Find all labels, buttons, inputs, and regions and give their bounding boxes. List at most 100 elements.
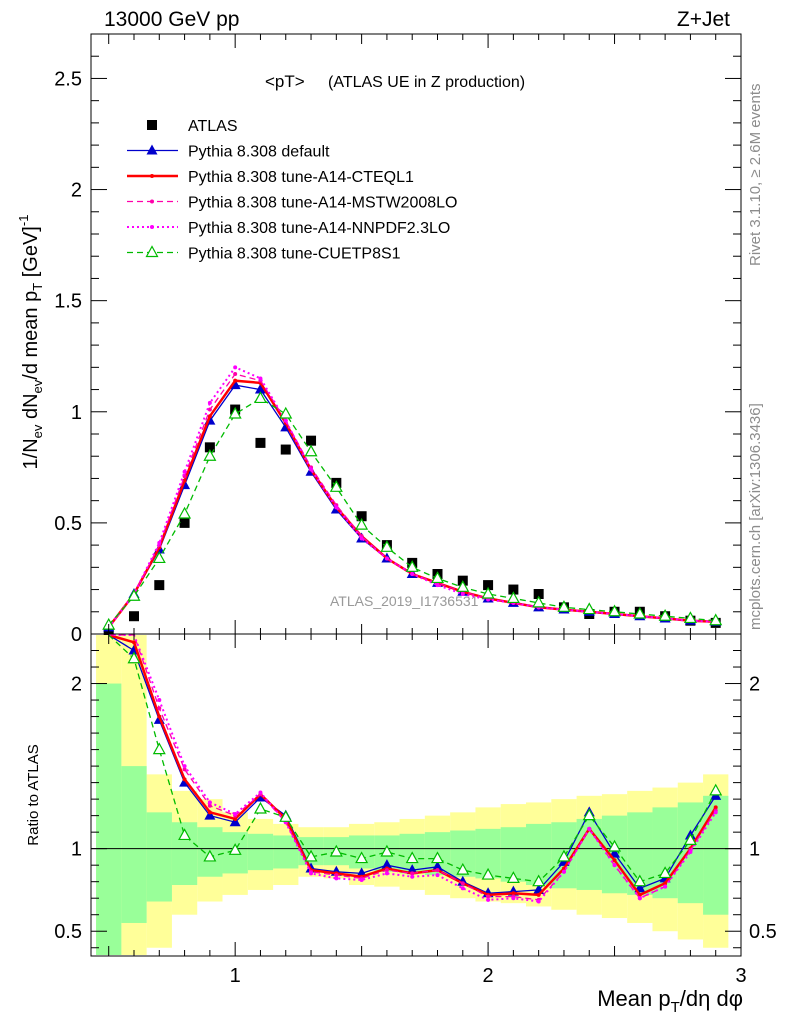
- ratio-series-1-point: [713, 805, 718, 810]
- main-series-4-point: [309, 467, 314, 472]
- ratio-series-3-point: [157, 698, 162, 703]
- ratio-series-0-point: [254, 791, 266, 802]
- main-series-5-point: [152, 551, 166, 564]
- legend-entry-4-label: Pythia 8.308 tune-A14-NNPDF2.3LO: [188, 220, 450, 237]
- legend-entry-0-label: ATLAS: [188, 118, 238, 135]
- legend-entry-1-marker: [146, 144, 158, 155]
- legend-entry-5-label: Pythia 8.308 tune-CUETP8S1: [188, 246, 401, 263]
- ratio-y-tick-label: 1: [71, 839, 82, 861]
- ratio-series-4-point: [532, 874, 546, 887]
- ratio-series-3-point: [309, 871, 314, 876]
- ratio-series-3-point: [713, 810, 718, 815]
- ratio-series-3-point: [587, 826, 592, 831]
- main-series-4-point: [182, 469, 187, 474]
- x-tick-label: 3: [735, 965, 746, 987]
- ratio-series-4-point: [279, 810, 293, 822]
- ratio-series-0-point: [204, 809, 216, 820]
- main-series-2-line: [107, 379, 716, 629]
- ratio-series-4-point: [152, 742, 166, 755]
- main-series-5-point: [304, 444, 318, 457]
- x-tick-label: 2: [483, 965, 494, 987]
- ratio-series-4-point: [506, 871, 520, 883]
- plot-title-main: <pT>: [265, 72, 305, 91]
- ratio-series-4-point: [456, 862, 470, 875]
- ratio-series-4-point: [481, 867, 495, 880]
- main-series-5-point: [683, 611, 697, 624]
- ratio-series-3-point: [182, 764, 187, 769]
- main-series-4-point: [460, 592, 465, 596]
- main-series-5-point: [178, 506, 192, 519]
- ratio-y-tick-label-right: 2: [749, 674, 760, 696]
- plot-title-sub: (ATLAS UE in Z production): [328, 74, 525, 91]
- main-series-4-point: [233, 365, 238, 370]
- legend-entry-2-label: Pythia 8.308 tune-A14-CTEQL1: [188, 169, 414, 186]
- main-series-5-point: [532, 595, 546, 608]
- ratio-series-3-point: [258, 790, 263, 795]
- ratio-series-1-point: [182, 777, 187, 782]
- main-series-5-point: [329, 480, 343, 492]
- main-y-tick-label: 0.5: [54, 513, 82, 535]
- main-y-axis-label: 1/Nev dNev/d mean pT [GeV]-1: [16, 215, 45, 470]
- ratio-series-4-point: [228, 843, 242, 855]
- ratio-series-2-point: [207, 803, 212, 808]
- legend-entry-0-marker: [147, 120, 157, 130]
- main-series-5-point: [633, 606, 647, 619]
- ratio-series-4-point: [658, 866, 672, 879]
- legend-entry-5-marker: [145, 245, 159, 258]
- ratio-series-1-point: [663, 881, 668, 886]
- ratio-inner-uncertainty-band-bin: [96, 683, 122, 955]
- main-series-5-point: [203, 448, 217, 461]
- main-series-0-point: [255, 437, 266, 448]
- ratio-series-4-point: [608, 839, 622, 852]
- main-series-0-point: [179, 517, 190, 528]
- main-series-4-point: [359, 536, 364, 541]
- ratio-series-4-point: [633, 874, 647, 887]
- ratio-series-2-point: [435, 868, 440, 873]
- ratio-series-0-point: [431, 860, 443, 871]
- ratio-series-2-point: [182, 767, 187, 772]
- ratio-series-3-point: [435, 873, 440, 878]
- ratio-series-4-point: [203, 849, 217, 862]
- ratio-series-1-point: [612, 858, 617, 863]
- ratio-series-3-point: [688, 849, 693, 854]
- ratio-series-4-point: [355, 851, 369, 864]
- ratio-series-4-point: [329, 844, 343, 857]
- main-series-5-point: [456, 580, 470, 592]
- main-series-5-point: [481, 586, 495, 599]
- ratio-series-3-point: [612, 863, 617, 868]
- ratio-series-2-point: [460, 881, 465, 886]
- main-series-5-point: [253, 391, 267, 404]
- ratio-series-4-point: [178, 828, 192, 841]
- ratio-series-4-point: [253, 801, 267, 814]
- ratio-series-4-point: [557, 849, 571, 862]
- ratio-series-3-point: [384, 871, 389, 876]
- main-series-5-point: [709, 613, 723, 626]
- main-series-3-point: [207, 407, 212, 412]
- ratio-y-tick-label-right: 1: [749, 839, 760, 861]
- main-series-4-point: [384, 556, 389, 561]
- main-series-0-point: [483, 580, 494, 591]
- ratio-series-2-point: [410, 871, 415, 876]
- ratio-y-tick-label: 0.5: [54, 921, 82, 943]
- legend-entry-3-marker: [150, 199, 154, 204]
- main-series-5-point: [658, 608, 672, 621]
- main-series-0-point: [128, 611, 139, 622]
- main-series-2-point: [207, 414, 212, 419]
- ratio-series-4-point: [405, 851, 419, 864]
- main-series-1-point: [254, 383, 266, 394]
- legend-entry-1-label: Pythia 8.308 default: [188, 144, 330, 161]
- ratio-inner-uncertainty-band-bin: [146, 812, 172, 902]
- ratio-series-0-point: [381, 859, 393, 870]
- main-series-0-point: [204, 442, 215, 453]
- main-series-4-point: [283, 418, 288, 423]
- main-series-0-point: [356, 511, 367, 522]
- main-series-4-point: [258, 376, 263, 381]
- main-series-2-point: [182, 478, 187, 483]
- ratio-series-3-point: [663, 884, 668, 889]
- main-series-1-line: [108, 384, 716, 628]
- main-y-tick-label: 1.5: [54, 291, 82, 313]
- ratio-series-1-point: [233, 816, 238, 821]
- main-series-5-point: [228, 406, 242, 419]
- header-right: Z+Jet: [676, 8, 730, 31]
- main-series-0-point: [306, 435, 317, 446]
